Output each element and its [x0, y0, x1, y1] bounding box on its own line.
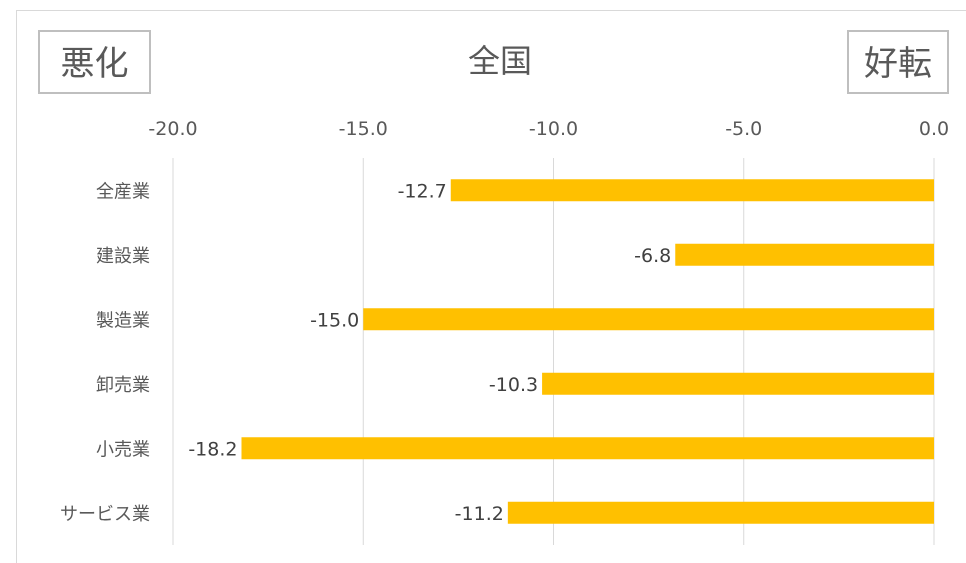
- category-label: 全産業: [96, 181, 150, 202]
- x-tick-label: -5.0: [725, 118, 762, 140]
- x-tick-label: -20.0: [148, 118, 197, 140]
- category-label: サービス業: [60, 504, 150, 525]
- category-label: 製造業: [96, 310, 150, 331]
- chart-title: 全国: [467, 42, 532, 80]
- improving-label-box: 好転: [847, 30, 949, 94]
- bar: [507, 501, 934, 524]
- x-tick-label: -15.0: [339, 118, 388, 140]
- x-tick-label: -10.0: [529, 118, 578, 140]
- x-tick-label: 0.0: [919, 118, 949, 140]
- category-label: 建設業: [96, 246, 150, 267]
- data-label: -12.7: [398, 180, 447, 202]
- data-label: -10.3: [489, 374, 538, 396]
- bar: [241, 437, 935, 460]
- category-label: 卸売業: [96, 375, 150, 396]
- data-label: -11.2: [455, 503, 504, 525]
- chart-frame: [16, 10, 966, 563]
- bar: [675, 243, 934, 266]
- data-label: -6.8: [634, 245, 671, 267]
- bar: [450, 179, 934, 202]
- category-label: 小売業: [96, 439, 150, 460]
- data-label: -15.0: [310, 309, 359, 331]
- worsening-label-box: 悪化: [38, 30, 151, 94]
- bar: [363, 308, 934, 331]
- bar: [542, 372, 934, 395]
- data-label: -18.2: [188, 438, 237, 460]
